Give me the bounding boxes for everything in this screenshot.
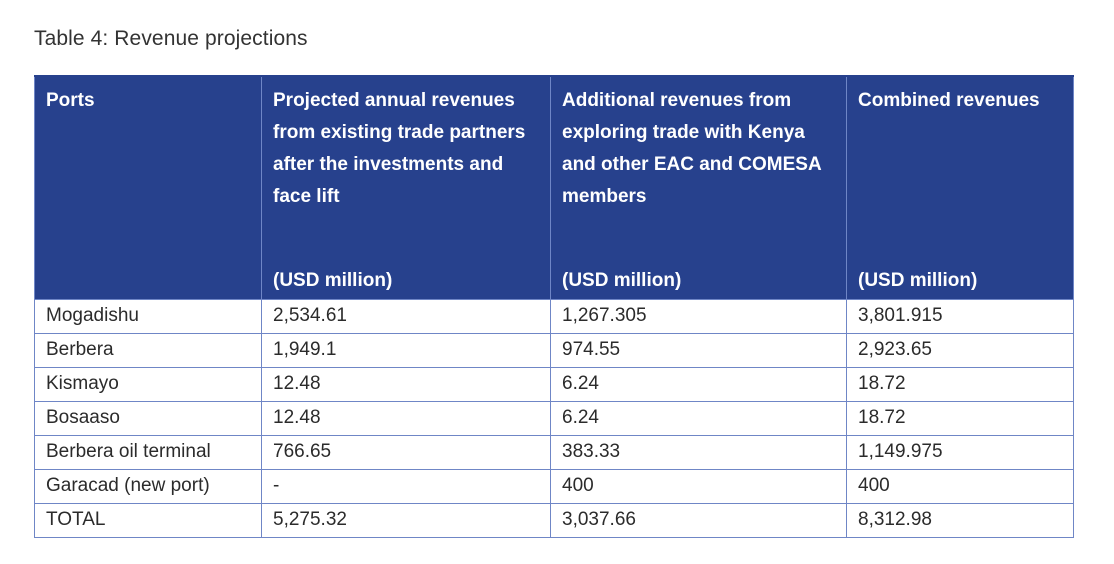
- header-cell-ports: Ports: [34, 75, 262, 299]
- combined-revenue-cell: 8,312.98: [846, 502, 1074, 538]
- port-name-cell: Bosaaso: [34, 400, 262, 436]
- additional-revenue-cell: 383.33: [550, 434, 847, 470]
- table-row: Garacad (new port) - 400 400: [34, 468, 1074, 504]
- combined-revenue-cell: 3,801.915: [846, 298, 1074, 334]
- port-name-cell: TOTAL: [34, 502, 262, 538]
- projected-revenue-cell: 1,949.1: [261, 332, 551, 368]
- header-unit: (USD million): [562, 269, 682, 291]
- projected-revenue-cell: 12.48: [261, 366, 551, 402]
- combined-revenue-cell: 18.72: [846, 366, 1074, 402]
- combined-revenue-cell: 400: [846, 468, 1074, 504]
- port-name-cell: Mogadishu: [34, 298, 262, 334]
- table-row: Bosaaso 12.48 6.24 18.72: [34, 400, 1074, 436]
- combined-revenue-cell: 2,923.65: [846, 332, 1074, 368]
- additional-revenue-cell: 974.55: [550, 332, 847, 368]
- revenue-projections-table: Ports Projected annual revenues from exi…: [34, 75, 1074, 538]
- combined-revenue-cell: 1,149.975: [846, 434, 1074, 470]
- header-label: Combined revenues: [858, 90, 1040, 111]
- projected-revenue-cell: 766.65: [261, 434, 551, 470]
- header-label: Projected annual revenues from existing …: [273, 90, 526, 207]
- additional-revenue-cell: 400: [550, 468, 847, 504]
- header-cell-additional-revenues: Additional revenues from exploring trade…: [550, 75, 847, 299]
- port-name-cell: Kismayo: [34, 366, 262, 402]
- projected-revenue-cell: 12.48: [261, 400, 551, 436]
- port-name-cell: Berbera oil terminal: [34, 434, 262, 470]
- combined-revenue-cell: 18.72: [846, 400, 1074, 436]
- additional-revenue-cell: 1,267.305: [550, 298, 847, 334]
- table-row: Kismayo 12.48 6.24 18.72: [34, 366, 1074, 402]
- projected-revenue-cell: -: [261, 468, 551, 504]
- projected-revenue-cell: 2,534.61: [261, 298, 551, 334]
- table-caption: Table 4: Revenue projections: [34, 27, 308, 50]
- header-label: Ports: [46, 90, 95, 111]
- header-cell-combined-revenues: Combined revenues (USD million): [846, 75, 1074, 299]
- header-row: Ports Projected annual revenues from exi…: [34, 75, 1074, 299]
- total-row: TOTAL 5,275.32 3,037.66 8,312.98: [34, 502, 1074, 538]
- projected-revenue-cell: 5,275.32: [261, 502, 551, 538]
- header-cell-projected-revenues: Projected annual revenues from existing …: [261, 75, 551, 299]
- header-unit: (USD million): [273, 269, 393, 291]
- additional-revenue-cell: 3,037.66: [550, 502, 847, 538]
- additional-revenue-cell: 6.24: [550, 366, 847, 402]
- header-label: Additional revenues from exploring trade…: [562, 90, 821, 207]
- port-name-cell: Berbera: [34, 332, 262, 368]
- port-name-cell: Garacad (new port): [34, 468, 262, 504]
- additional-revenue-cell: 6.24: [550, 400, 847, 436]
- table-row: Berbera 1,949.1 974.55 2,923.65: [34, 332, 1074, 368]
- table-row: Berbera oil terminal 766.65 383.33 1,149…: [34, 434, 1074, 470]
- header-unit: (USD million): [858, 269, 978, 291]
- table-row: Mogadishu 2,534.61 1,267.305 3,801.915: [34, 298, 1074, 334]
